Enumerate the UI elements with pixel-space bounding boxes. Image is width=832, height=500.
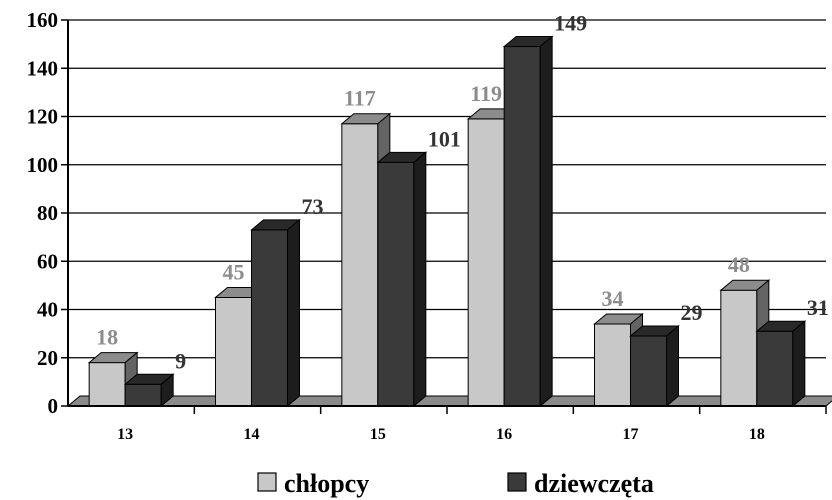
x-tick-label: 17	[623, 426, 639, 443]
x-tick-label: 14	[244, 426, 260, 443]
data-labels: 18 9 45 73 117 101 119 149 34 29 48 31	[96, 11, 829, 374]
x-tick-label: 15	[370, 426, 386, 443]
y-tick-label: 20	[37, 346, 58, 370]
data-label: 48	[728, 252, 750, 277]
data-label: 101	[428, 126, 461, 151]
data-label: 73	[302, 194, 324, 219]
bar	[250, 218, 301, 408]
y-tick-label: 160	[27, 8, 59, 32]
data-label: 117	[344, 86, 376, 111]
y-tick-label: 120	[27, 105, 59, 129]
legend-label: dziewczęta	[534, 469, 654, 498]
data-label: 31	[807, 295, 829, 320]
bar	[123, 373, 175, 408]
data-label: 29	[681, 300, 703, 325]
y-tick-label: 80	[37, 201, 58, 225]
data-label: 149	[554, 11, 587, 36]
data-label: 18	[96, 325, 118, 350]
legend-swatch	[507, 472, 527, 492]
bar	[376, 151, 428, 408]
legend-swatch	[257, 472, 277, 492]
y-tick-label: 100	[27, 153, 59, 177]
gridlines	[68, 19, 826, 407]
bar	[502, 35, 554, 408]
y-tick-label: 60	[37, 249, 58, 273]
y-tick-label: 140	[27, 56, 59, 80]
x-tick-label: 13	[117, 426, 133, 443]
bars	[87, 35, 807, 408]
x-tick-label: 16	[496, 426, 512, 443]
y-tick-label: 0	[48, 394, 59, 418]
bar	[755, 320, 807, 408]
legend: chłopcy dziewczęta	[257, 469, 654, 498]
data-label: 45	[223, 259, 245, 284]
chart-floor	[66, 395, 832, 407]
bar	[629, 324, 680, 408]
x-tick-label: 18	[749, 426, 765, 443]
data-label: 9	[175, 348, 186, 373]
data-label: 34	[602, 286, 624, 311]
y-tick-label: 40	[37, 298, 58, 322]
legend-entry: chłopcy	[257, 469, 369, 498]
legend-entry: dziewczęta	[507, 469, 654, 498]
data-label: 119	[470, 81, 502, 106]
axes: 0 20 40 60 80 100 120 140 160 13 14 15 16 17 18	[27, 8, 827, 443]
legend-label: chłopcy	[284, 469, 369, 498]
chart-floor-plane	[66, 395, 832, 407]
